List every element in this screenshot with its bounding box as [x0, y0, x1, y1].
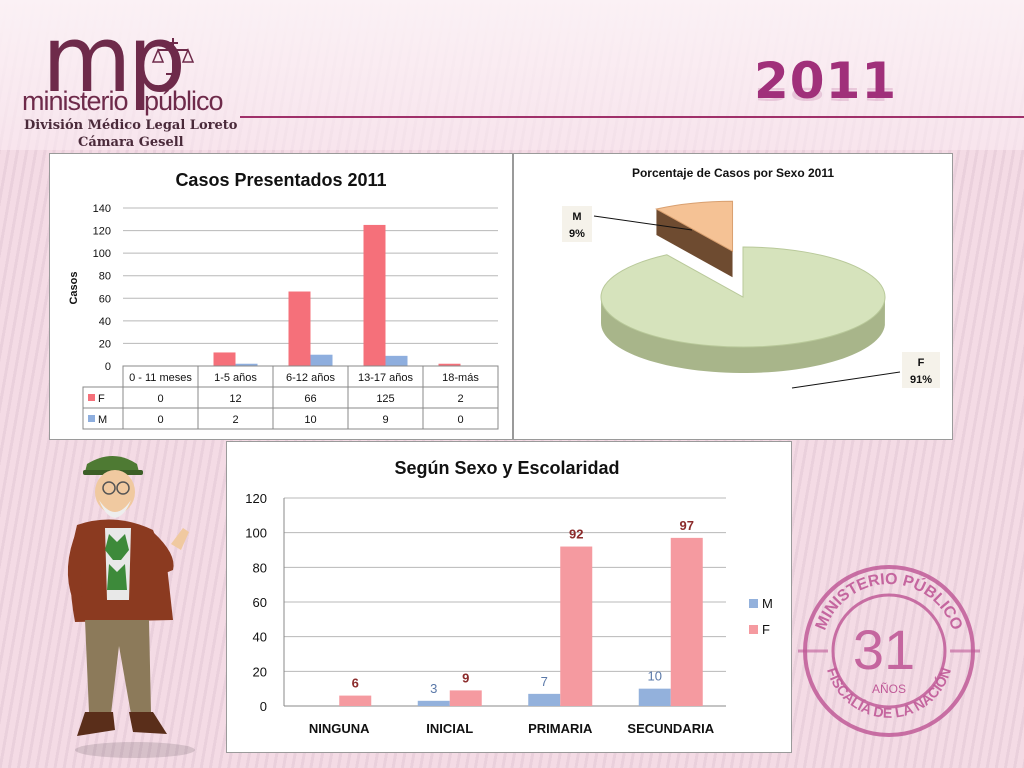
chart3-y-tick-label: 20: [253, 664, 267, 679]
chart2-label-M-value: 9%: [569, 228, 585, 240]
chart2-leader-M: [593, 215, 693, 231]
chart1-table-cell-F: 66: [304, 393, 316, 405]
chart1-table-cell-F: 12: [229, 393, 241, 405]
chart1-category-label: 13-17 años: [358, 372, 414, 384]
chart3-title: Según Sexo y Escolaridad: [394, 458, 619, 478]
scales-of-justice-icon: [151, 38, 195, 75]
chart3-category-label: SECUNDARIA: [627, 721, 714, 736]
chart2-slice-M: [655, 200, 734, 253]
chart1-table-cell-M: 2: [232, 414, 238, 426]
chart3-y-tick-label: 40: [253, 630, 267, 645]
chart1-table-cell-M: 9: [382, 414, 388, 426]
chart2-title: Porcentaje de Casos por Sexo 2011: [632, 166, 834, 180]
chart1-category-label: 1-5 años: [214, 372, 257, 384]
year-title: 2011: [754, 52, 898, 110]
chart3-legend-swatch-M: [749, 599, 758, 608]
chart1-bar-F-4: [438, 363, 461, 366]
chart3-legend-swatch-F: [749, 625, 758, 634]
ministerio-publico-31-anos-stamp: MINISTERIO PÚBLICO FISCALÍA DE LA NACIÓN…: [798, 565, 980, 737]
chart1-table-cell-F: 125: [376, 393, 394, 405]
chart3-data-label-M: 7: [541, 674, 548, 689]
chart1-bar-M-2: [310, 354, 333, 366]
chart3-category-label: INICIAL: [426, 721, 473, 736]
chart2-slice-F: [600, 246, 886, 348]
chart3-data-label-F: 6: [352, 676, 359, 691]
chart3-y-tick-label: 100: [245, 526, 267, 541]
chart1-y-tick-label: 140: [93, 203, 111, 215]
chart3-data-label-F: 92: [569, 527, 583, 542]
chart2-label-M-box: [562, 206, 592, 242]
chart1-bar-M-3: [385, 355, 408, 366]
cases-by-sex-pie-chart: Porcentaje de Casos por Sexo 2011 M 9% F 91%: [562, 166, 940, 389]
stamp-anos-text: AÑOS: [872, 682, 906, 696]
chart3-category-label: NINGUNA: [309, 721, 370, 736]
year-title-reflection: 2011: [754, 83, 898, 104]
chart3-bar-M-1: [417, 700, 450, 706]
chart3-bar-M-2: [528, 693, 561, 706]
chart2-slice-F-side: [601, 297, 885, 373]
chart1-bar-F-1: [213, 352, 236, 366]
chart1-table-cell-M: 10: [304, 414, 316, 426]
chart3-y-tick-label: 0: [260, 699, 267, 714]
chart3-bar-M-3: [638, 688, 671, 706]
ministerio-publico-logo: mp ministerio público: [20, 10, 260, 118]
logo-word-ministerio: ministerio: [22, 86, 129, 116]
chart3-data-label-M: 3: [430, 681, 437, 696]
chart1-legend-swatch-M: [88, 415, 95, 422]
logo-word-publico: público: [144, 86, 224, 116]
chart1-y-tick-label: 20: [99, 338, 111, 350]
chart1-bar-F-3: [363, 224, 386, 366]
chart2-label-F-value: 91%: [910, 374, 932, 386]
chart3-category-label: PRIMARIA: [528, 721, 593, 736]
chart1-legend-label-F: F: [98, 393, 105, 405]
chart1-y-tick-label: 40: [99, 316, 111, 328]
cases-by-age-chart: Casos Presentados 2011Casos0204060801001…: [68, 170, 499, 430]
chart2-slice-M-side: [656, 209, 733, 278]
cases-by-sex-pie-panel: Porcentaje de Casos por Sexo 2011 M 9% F 91%: [513, 153, 953, 440]
chart3-bar-F-3: [670, 537, 703, 706]
chart2-label-M-name: M: [572, 211, 581, 223]
chart1-category-label: 6-12 años: [286, 372, 335, 384]
chart3-y-tick-label: 120: [245, 491, 267, 506]
chart1-table-cell-M: 0: [157, 414, 163, 426]
chart1-y-tick-label: 100: [93, 248, 111, 260]
chart1-category-label: 18-más: [442, 372, 479, 384]
cases-by-age-chart-panel: Casos Presentados 2011 Casos 0 20 40 60 80 100 1…: [49, 153, 513, 440]
chart3-y-tick-label: 80: [253, 560, 267, 575]
chart1-y-tick-label: 80: [99, 271, 111, 283]
header-divider: [240, 116, 1024, 118]
sex-schooling-chart-panel: Según Sexo y Escolaridad 0 20 40 60 80 100 120 6…: [226, 441, 792, 753]
chart3-data-label-F: 97: [680, 518, 694, 533]
chart3-bar-F-0: [339, 695, 372, 706]
chart1-table-cell-M: 0: [457, 414, 463, 426]
chart1-bar-M-1: [235, 363, 258, 366]
camara-subtitle: Cámara Gesell: [78, 135, 184, 150]
division-subtitle: División Médico Legal Loreto: [24, 118, 238, 133]
sex-schooling-chart: Según Sexo y Escolaridad 0 20 40 60 80 100 120 6…: [245, 458, 773, 736]
chart1-y-axis-label: Casos: [68, 271, 80, 304]
chart2-label-F-box: [902, 352, 940, 388]
chart2-leader-F: [791, 371, 901, 389]
cartoon-prosecutor-character: [67, 456, 195, 758]
chart1-y-tick-label: 120: [93, 226, 111, 238]
chart3-data-label-M: 10: [648, 669, 662, 684]
chart1-table-cell-F: 0: [157, 393, 163, 405]
chart3-bar-F-2: [560, 546, 593, 706]
chart1-y-tick-label: 0: [105, 361, 111, 373]
chart1-bar-F-2: [288, 291, 311, 366]
chart3-y-tick-label: 60: [253, 595, 267, 610]
chart2-label-F-name: F: [918, 357, 925, 369]
chart3-legend-label-M: M: [762, 596, 773, 611]
chart3-legend-label-F: F: [762, 622, 770, 637]
chart1-table-cell-F: 2: [457, 393, 463, 405]
chart3-bar-F-1: [449, 690, 482, 706]
chart1-legend-swatch-F: [88, 394, 95, 401]
chart3-data-label-F: 9: [462, 670, 469, 685]
stamp-number: 31: [853, 618, 915, 681]
chart1-legend-label-M: M: [98, 414, 107, 426]
chart1-title: Casos Presentados 2011: [175, 170, 386, 190]
chart1-y-tick-label: 60: [99, 293, 111, 305]
chart1-category-label: 0 - 11 meses: [129, 372, 192, 384]
